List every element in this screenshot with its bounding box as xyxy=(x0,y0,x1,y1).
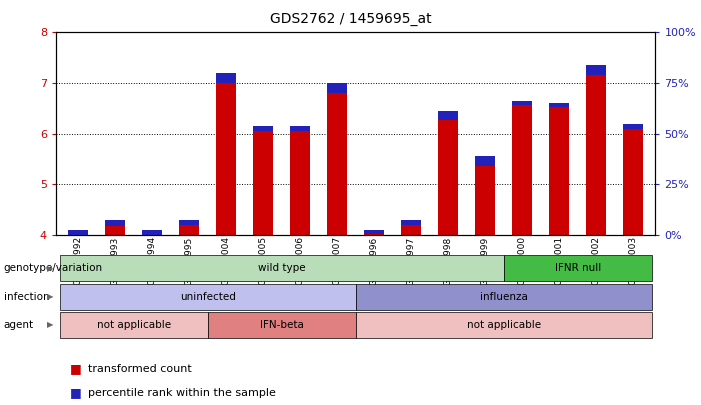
Text: ▶: ▶ xyxy=(47,320,53,330)
Text: ■: ■ xyxy=(70,386,82,399)
Text: IFN-beta: IFN-beta xyxy=(260,320,304,330)
Text: GDS2762 / 1459695_at: GDS2762 / 1459695_at xyxy=(270,12,431,26)
Bar xyxy=(623,129,644,235)
Bar xyxy=(290,126,311,131)
Bar xyxy=(512,101,533,105)
Text: transformed count: transformed count xyxy=(88,364,191,373)
Bar xyxy=(586,65,606,75)
Text: uninfected: uninfected xyxy=(180,292,236,302)
Text: ▶: ▶ xyxy=(47,292,53,301)
Bar xyxy=(364,230,384,234)
Text: IFNR null: IFNR null xyxy=(554,263,601,273)
Bar xyxy=(438,111,458,120)
Text: ▶: ▶ xyxy=(47,264,53,273)
Text: percentile rank within the sample: percentile rank within the sample xyxy=(88,388,275,398)
Bar xyxy=(105,226,125,235)
Text: not applicable: not applicable xyxy=(97,320,171,330)
Bar xyxy=(549,103,569,107)
Bar xyxy=(586,75,606,235)
Text: infection: infection xyxy=(4,292,49,302)
Text: genotype/variation: genotype/variation xyxy=(4,263,102,273)
Text: ■: ■ xyxy=(70,362,82,375)
Bar xyxy=(512,105,533,235)
Bar xyxy=(549,107,569,235)
Bar xyxy=(327,93,348,235)
Bar xyxy=(68,230,88,236)
Bar xyxy=(327,83,348,93)
Bar xyxy=(475,166,496,235)
Text: not applicable: not applicable xyxy=(467,320,540,330)
Bar xyxy=(290,131,311,235)
Bar xyxy=(253,126,273,131)
Bar xyxy=(438,120,458,235)
Bar xyxy=(216,83,236,235)
Bar xyxy=(401,225,421,235)
Bar xyxy=(623,124,644,129)
Bar xyxy=(253,131,273,235)
Text: agent: agent xyxy=(4,320,34,330)
Bar xyxy=(179,220,200,225)
Bar xyxy=(142,230,163,235)
Bar xyxy=(401,220,421,225)
Bar xyxy=(216,73,236,83)
Bar xyxy=(364,234,384,235)
Bar xyxy=(68,235,88,236)
Bar xyxy=(179,225,200,235)
Bar xyxy=(105,220,125,226)
Text: influenza: influenza xyxy=(479,292,528,302)
Text: wild type: wild type xyxy=(258,263,306,273)
Bar xyxy=(475,156,496,166)
